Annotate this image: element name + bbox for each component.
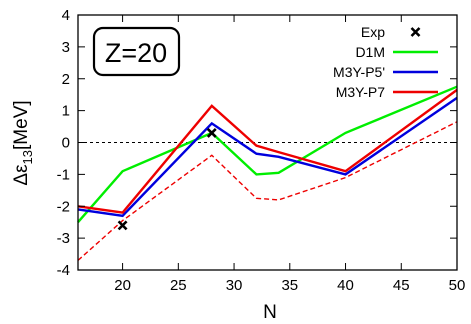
x-tick-label: 20 xyxy=(114,277,131,294)
x-axis-title: N xyxy=(263,302,277,323)
series-layer xyxy=(77,85,458,261)
x-tick-label: 30 xyxy=(226,277,243,294)
y-axis-title-main: Δε xyxy=(11,164,32,186)
series-line-m3y-p7 xyxy=(77,88,458,214)
legend-label: M3Y-P7 xyxy=(336,84,386,100)
legend-label: D1M xyxy=(355,44,385,60)
y-tick-label: -1 xyxy=(57,166,70,183)
legend-marker-exp xyxy=(410,27,421,37)
y-tick-label: 4 xyxy=(62,7,70,24)
y-tick-label: -3 xyxy=(57,230,70,247)
exp-point-marker xyxy=(117,220,128,231)
y-tick-label: -4 xyxy=(57,262,70,279)
ticks-layer: -4 -3 -2 -1 0 1 2 3 4 20 25 30 35 40 45 50 xyxy=(57,7,466,294)
x-tick-label: 45 xyxy=(393,277,410,294)
y-tick-label: 3 xyxy=(62,39,70,56)
legend-label: Exp xyxy=(361,24,385,40)
y-tick-label: -2 xyxy=(57,198,70,215)
y-tick-label: 0 xyxy=(62,135,70,152)
legend: Exp D1M M3Y-P5' M3Y-P7 xyxy=(333,24,438,100)
series-line-m3y-p5- xyxy=(77,96,458,218)
y-axis-title: Δε13[MeV] xyxy=(11,100,35,185)
x-tick-label: 25 xyxy=(170,277,187,294)
y-tick-label: 2 xyxy=(62,71,70,88)
x-tick-label: 35 xyxy=(281,277,298,294)
y-axis-title-unit: [MeV] xyxy=(11,100,32,150)
legend-label: M3Y-P5' xyxy=(333,64,385,80)
y-axis-title-sub: 13 xyxy=(20,150,35,164)
exp-point-marker xyxy=(206,128,217,138)
x-tick-label: 50 xyxy=(449,277,466,294)
z-annotation-frame xyxy=(92,26,181,77)
series-line-d1m xyxy=(77,85,458,223)
z-annotation: Z=20 xyxy=(92,26,181,77)
y-tick-label: 1 xyxy=(62,103,70,120)
series-line-dashed xyxy=(77,121,458,261)
x-tick-label: 40 xyxy=(337,277,354,294)
z-annotation-text: Z=20 xyxy=(105,38,167,68)
